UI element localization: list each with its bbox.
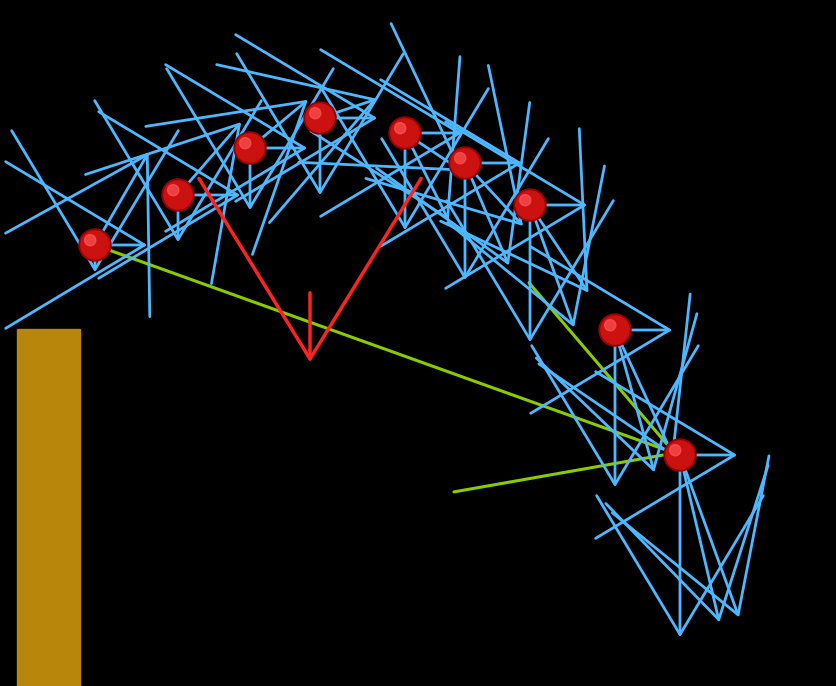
Circle shape — [669, 445, 680, 456]
Circle shape — [519, 195, 530, 206]
Circle shape — [448, 147, 481, 179]
Circle shape — [81, 231, 109, 259]
Bar — [17, 329, 79, 686]
Circle shape — [79, 229, 111, 261]
Circle shape — [305, 104, 334, 132]
Circle shape — [394, 123, 405, 134]
Circle shape — [162, 179, 194, 211]
Circle shape — [236, 134, 264, 162]
Circle shape — [303, 102, 335, 134]
Circle shape — [239, 138, 251, 149]
Circle shape — [604, 320, 615, 331]
Circle shape — [309, 108, 320, 119]
Circle shape — [599, 314, 630, 346]
Circle shape — [454, 152, 466, 164]
Circle shape — [515, 191, 543, 219]
Circle shape — [451, 149, 478, 177]
Circle shape — [663, 439, 696, 471]
Circle shape — [167, 185, 179, 196]
Circle shape — [84, 235, 95, 246]
Circle shape — [164, 181, 191, 209]
Circle shape — [513, 189, 545, 221]
Circle shape — [389, 117, 421, 149]
Circle shape — [390, 119, 419, 147]
Circle shape — [665, 441, 693, 469]
Circle shape — [234, 132, 266, 164]
Circle shape — [600, 316, 629, 344]
